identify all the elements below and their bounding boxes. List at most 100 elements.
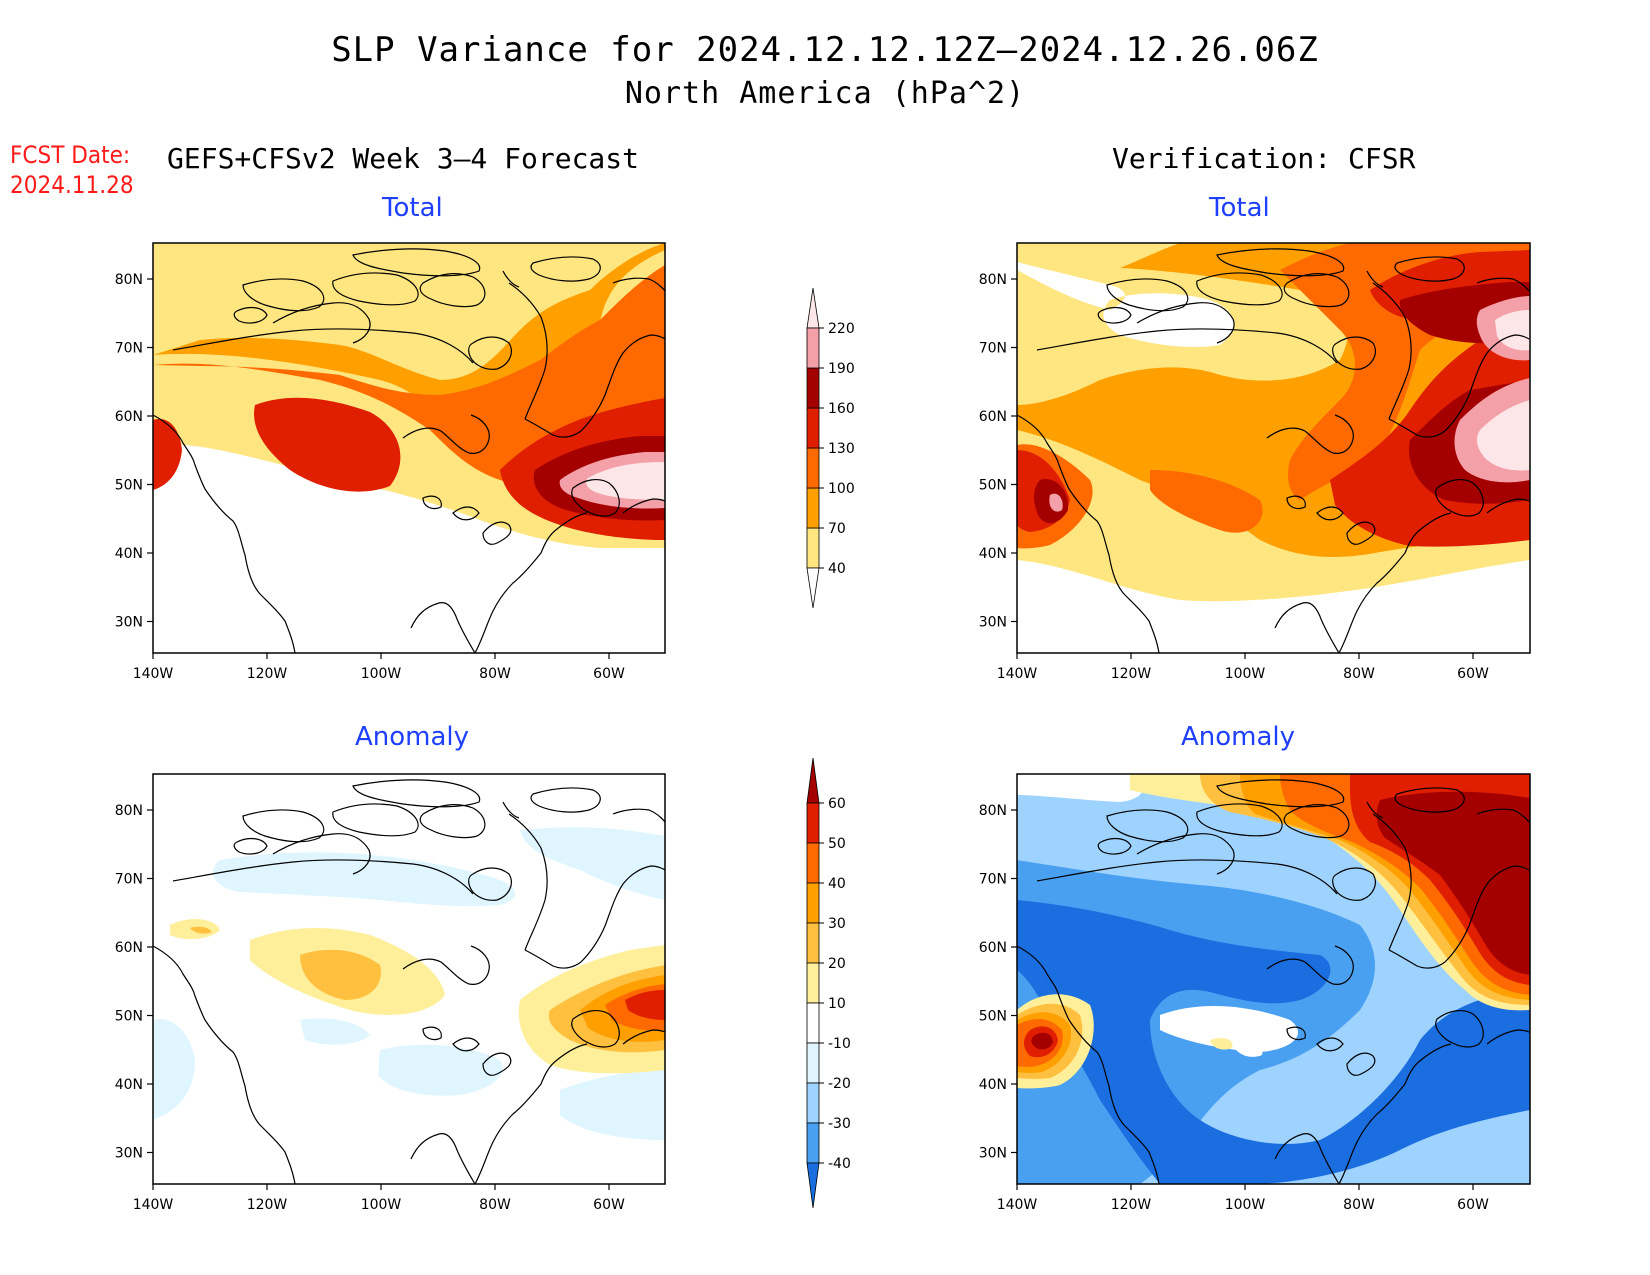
lat-tick-label: 40N [115, 546, 143, 562]
fill-190-220 [1049, 296, 1530, 512]
colorbar-anomaly-swatch [806, 842, 820, 884]
colorbar-anomaly-swatch [806, 1082, 820, 1124]
lat-tick-label: 70N [115, 341, 143, 357]
colorbar-total-label: 70 [828, 521, 846, 537]
lon-tick-label: 80W [479, 666, 511, 682]
colorbar-anomaly-bottom-arrow [806, 1162, 820, 1209]
colorbar-anomaly-swatch [806, 1042, 820, 1084]
lat-tick-label: 40N [979, 546, 1007, 562]
colorbar-total: 40 70 100 130 160 190 220 [806, 287, 855, 609]
lon-tick-label: 60W [1457, 1197, 1489, 1213]
colorbar-anomaly-label: 40 [828, 876, 846, 892]
lon-tick-label: 120W [247, 666, 288, 682]
lon-tick-label: 120W [1111, 1197, 1152, 1213]
verification-total-frame [1016, 242, 1531, 654]
colorbar-anomaly-label: -10 [828, 1036, 851, 1052]
lon-tick-label: 140W [133, 666, 174, 682]
colorbar-anomaly-label: 50 [828, 836, 846, 852]
colorbar-total-swatch [806, 367, 820, 409]
lat-tick-label: 80N [979, 272, 1007, 288]
lon-tick-label: 80W [1343, 666, 1375, 682]
lat-tick-label: 80N [979, 803, 1007, 819]
colorbar-anomaly-swatch [806, 962, 820, 1004]
fill-50-60 [625, 990, 665, 1020]
lat-tick-label: 60N [115, 940, 143, 956]
verification-total-map [1017, 243, 1530, 653]
colorbar-anomaly-swatch [806, 922, 820, 964]
colorbar-total-label: 190 [828, 361, 855, 377]
fcst-date-block: FCST Date: 2024.11.28 [10, 140, 134, 200]
axes-ticks: 80N 70N 60N 50N 40N 30N 140W 120W 100W 80W 60W 80N 7… [115, 272, 1489, 1213]
lon-tick-label: 100W [1225, 666, 1266, 682]
colorbar-anomaly-swatch [806, 882, 820, 924]
colorbar-anomaly-label: -40 [828, 1156, 851, 1172]
colorbar-anomaly-top-arrow [806, 757, 820, 804]
colorbar-anomaly-label: -30 [828, 1116, 851, 1132]
fill-above-220 [1477, 310, 1530, 471]
forecast-column-title: GEFS+CFSv2 Week 3–4 Forecast [167, 142, 640, 175]
colorbar-anomaly-swatch [806, 802, 820, 844]
fill-below-minus40 [1017, 900, 1530, 1184]
lon-tick-label: 100W [361, 666, 402, 682]
fill-100-130 [1017, 243, 1530, 549]
fill-above-60 [1031, 791, 1530, 1050]
colorbar-total-label: 100 [828, 481, 855, 497]
verification-anomaly-map [1017, 774, 1530, 1184]
lon-tick-label: 140W [133, 1197, 174, 1213]
colorbar-anomaly: 60 50 40 30 20 10 -10 -20 -30 -40 [806, 757, 851, 1209]
colorbar-anomaly-label: -20 [828, 1076, 851, 1092]
fill-20-30 [190, 926, 665, 1053]
colorbar-anomaly-label: 20 [828, 956, 846, 972]
main-title: SLP Variance for 2024.12.12.12Z–2024.12.… [331, 30, 1319, 70]
colorbar-anomaly-swatch [806, 1002, 820, 1044]
lat-tick-label: 70N [115, 872, 143, 888]
fill-160-190 [1034, 282, 1530, 524]
lat-tick-label: 50N [115, 1009, 143, 1025]
lat-tick-label: 40N [979, 1077, 1007, 1093]
lon-tick-label: 80W [479, 1197, 511, 1213]
colorbar-anomaly-label: 60 [828, 796, 846, 812]
lat-tick-label: 70N [979, 341, 1007, 357]
colorbar-total-swatch [806, 327, 820, 369]
lat-tick-label: 30N [979, 1146, 1007, 1162]
colorbar-anomaly-swatch [806, 1122, 820, 1164]
forecast-anomaly-map [153, 774, 665, 1184]
forecast-anomaly-title: Anomaly [355, 722, 470, 752]
colorbar-total-swatch [806, 447, 820, 489]
lon-tick-label: 120W [247, 1197, 288, 1213]
lon-tick-label: 100W [361, 1197, 402, 1213]
main-subtitle: North America (hPa^2) [624, 76, 1026, 111]
lon-tick-label: 80W [1343, 1197, 1375, 1213]
lat-tick-label: 60N [979, 409, 1007, 425]
lon-tick-label: 140W [997, 1197, 1038, 1213]
lon-tick-label: 100W [1225, 1197, 1266, 1213]
fill-100-130 [153, 265, 665, 492]
lat-tick-label: 30N [979, 615, 1007, 631]
lat-tick-label: 80N [115, 272, 143, 288]
colorbar-total-label: 220 [828, 321, 855, 337]
fill-below-40-north [1017, 262, 1320, 442]
lat-tick-label: 60N [979, 940, 1007, 956]
lat-tick-label: 30N [115, 1146, 143, 1162]
lat-tick-label: 80N [115, 803, 143, 819]
colorbar-anomaly-label: 30 [828, 916, 846, 932]
forecast-anomaly-frame [152, 773, 666, 1185]
lon-tick-label: 140W [997, 666, 1038, 682]
verification-anomaly-frame [1016, 773, 1531, 1185]
lat-tick-label: 60N [115, 409, 143, 425]
fill-10-20 [170, 918, 665, 1074]
fill-near-zero [1017, 774, 1299, 1057]
colorbar-total-top-arrow [806, 287, 820, 329]
lat-tick-label: 70N [979, 872, 1007, 888]
lat-tick-label: 50N [979, 1009, 1007, 1025]
lat-tick-label: 50N [979, 478, 1007, 494]
fcst-label: FCST Date: [10, 141, 131, 169]
colorbar-total-label: 40 [828, 561, 846, 577]
fill-above-220 [586, 462, 665, 500]
colorbar-anomaly-label: 10 [828, 996, 846, 1012]
colorbar-total-swatch [806, 527, 820, 569]
lon-tick-label: 60W [1457, 666, 1489, 682]
colorbar-total-bottom-arrow [806, 567, 820, 609]
forecast-total-title: Total [382, 193, 443, 223]
